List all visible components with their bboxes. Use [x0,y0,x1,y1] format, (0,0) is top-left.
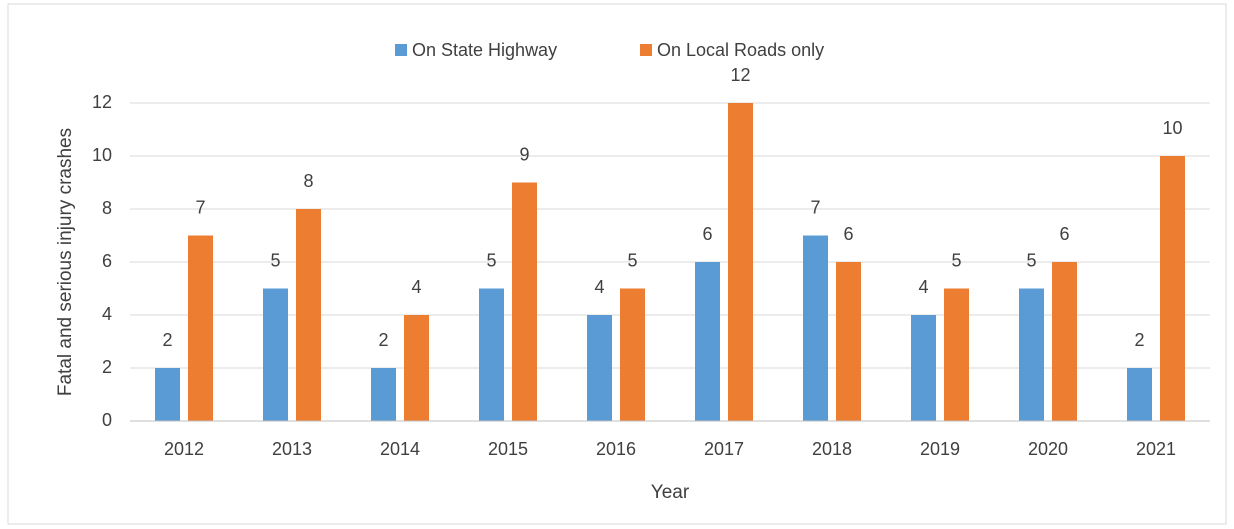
bar [296,209,321,421]
data-label: 7 [810,197,820,217]
x-tick-label: 2018 [812,439,852,459]
bar [1127,368,1152,421]
x-tick-label: 2014 [380,439,420,459]
bar [620,288,645,421]
y-tick-label: 2 [102,357,112,377]
bar [836,262,861,421]
data-label: 2 [378,330,388,350]
bar [512,182,537,421]
bar [1052,262,1077,421]
bar [911,315,936,421]
data-label: 5 [486,250,496,270]
bar [479,288,504,421]
x-axis-label: Year [651,482,690,503]
x-tick-label: 2019 [920,439,960,459]
data-label: 5 [1026,250,1036,270]
y-tick-label: 12 [92,92,112,112]
bar [155,368,180,421]
x-tick-label: 2017 [704,439,744,459]
data-label: 5 [951,250,961,270]
bar [803,235,828,421]
legend-label: On State Highway [412,40,557,60]
data-label: 2 [162,330,172,350]
data-label: 6 [843,224,853,244]
data-label: 2 [1134,330,1144,350]
data-label: 12 [730,65,750,85]
bar [695,262,720,421]
y-tick-label: 0 [102,410,112,430]
y-tick-label: 4 [102,304,112,324]
legend-label: On Local Roads only [657,40,824,60]
x-tick-label: 2016 [596,439,636,459]
x-tick-label: 2020 [1028,439,1068,459]
data-label: 4 [594,277,604,297]
data-label: 6 [1059,224,1069,244]
x-tick-label: 2021 [1136,439,1176,459]
bar [1160,156,1185,421]
data-label: 5 [270,250,280,270]
y-axis-label: Fatal and serious injury crashes [55,128,76,396]
data-label: 4 [918,277,928,297]
bar [728,103,753,421]
y-tick-label: 6 [102,251,112,271]
bar [404,315,429,421]
data-label: 5 [627,250,637,270]
bar [188,235,213,421]
x-tick-label: 2015 [488,439,528,459]
y-tick-label: 8 [102,198,112,218]
bar [1019,288,1044,421]
legend-swatch [395,44,407,56]
x-tick-label: 2012 [164,439,204,459]
bar [263,288,288,421]
bar [371,368,396,421]
y-tick-label: 10 [92,145,112,165]
data-label: 10 [1162,118,1182,138]
legend-swatch [640,44,652,56]
data-label: 4 [411,277,421,297]
data-label: 9 [519,144,529,164]
bar [587,315,612,421]
bar [944,288,969,421]
data-label: 7 [195,197,205,217]
data-label: 6 [702,224,712,244]
x-tick-label: 2013 [272,439,312,459]
data-label: 8 [303,171,313,191]
